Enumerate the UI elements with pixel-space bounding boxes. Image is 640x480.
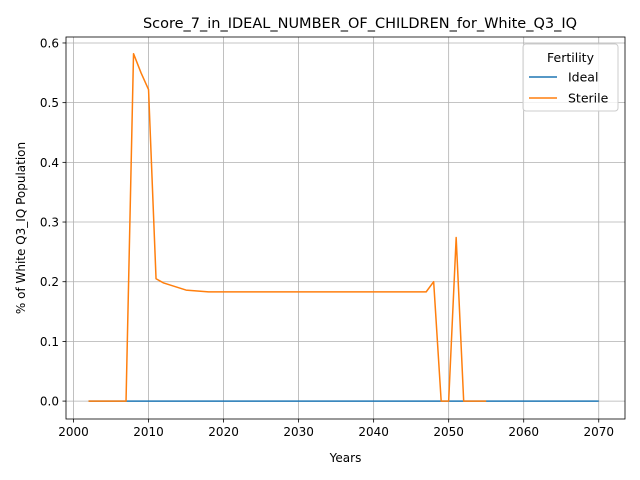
x-tick-label: 2010: [133, 425, 164, 439]
axis-ticks: 2000 2010 2020 2030 2040 2050 2060 2070 0.0 0.1 0.…: [40, 36, 614, 439]
x-tick-label: 2020: [208, 425, 239, 439]
x-axis-label: Years: [329, 451, 362, 465]
y-tick-label: 0.2: [40, 275, 59, 289]
y-tick-label: 0.4: [40, 156, 59, 170]
series-lines: [88, 52, 599, 402]
legend: Fertility Ideal Sterile: [522, 43, 619, 112]
y-tick-label: 0.5: [40, 96, 59, 110]
legend-entry-sterile: Sterile: [568, 91, 609, 106]
x-tick-label: 2000: [58, 425, 89, 439]
y-axis-label: % of White Q3_IQ Population: [14, 142, 28, 314]
y-tick-label: 0.6: [40, 36, 59, 50]
y-tick-label: 0.1: [40, 335, 59, 349]
legend-box: [522, 43, 619, 112]
chart-title: Score_7_in_IDEAL_NUMBER_OF_CHILDREN_for_…: [143, 16, 577, 32]
x-tick-label: 2060: [508, 425, 539, 439]
legend-entry-ideal: Ideal: [568, 70, 598, 85]
plot-frame: [65, 36, 626, 420]
legend-title: Fertility: [547, 50, 595, 65]
x-tick-label: 2070: [583, 425, 614, 439]
x-tick-label: 2030: [283, 425, 314, 439]
series-line-sterile: [88, 52, 487, 402]
y-tick-label: 0.3: [40, 216, 59, 230]
x-tick-label: 2040: [358, 425, 389, 439]
y-tick-label: 0.0: [40, 395, 59, 409]
x-tick-label: 2050: [433, 425, 464, 439]
